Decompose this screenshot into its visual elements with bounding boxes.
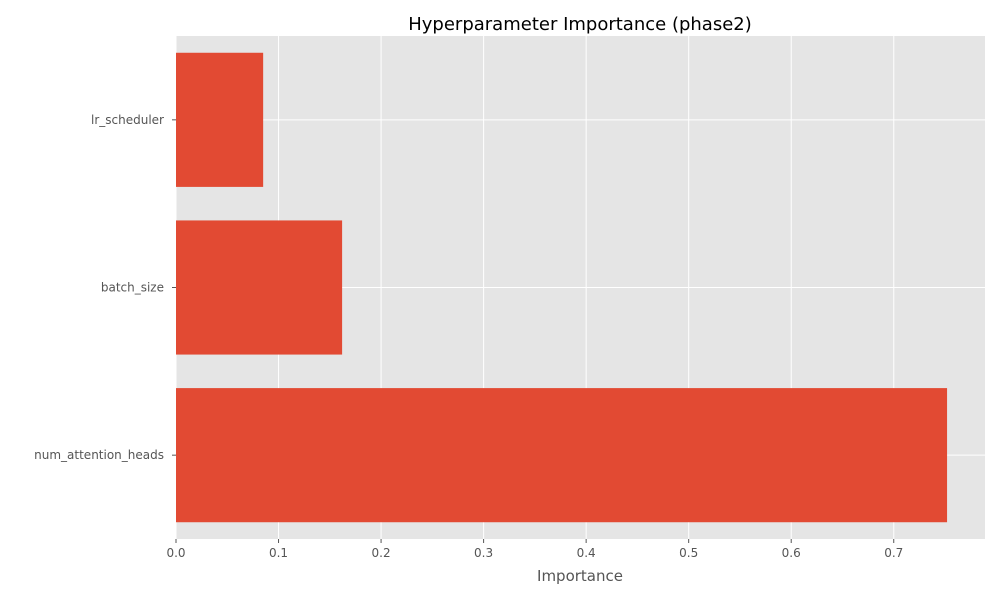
x-tick-label: 0.1 bbox=[269, 546, 288, 560]
x-tick-label: 0.7 bbox=[884, 546, 903, 560]
y-tick-label: lr_scheduler bbox=[91, 113, 164, 127]
x-tick-label: 0.5 bbox=[679, 546, 698, 560]
x-tick-label: 0.4 bbox=[577, 546, 596, 560]
x-tick-label: 0.6 bbox=[782, 546, 801, 560]
x-axis-label: Importance bbox=[537, 567, 623, 585]
x-tick-label: 0.3 bbox=[474, 546, 493, 560]
y-tick-label: batch_size bbox=[101, 281, 164, 295]
x-tick-label: 0.2 bbox=[372, 546, 391, 560]
chart-title: Hyperparameter Importance (phase2) bbox=[408, 14, 752, 35]
bar-lr-scheduler bbox=[176, 52, 264, 187]
y-axis-ticks: lr_scheduler batch_size num_attention_head… bbox=[34, 113, 176, 462]
bar-batch-size bbox=[176, 220, 343, 355]
bar-num-attention-heads bbox=[176, 388, 948, 523]
x-axis-ticks: 0.0 0.1 0.2 0.3 0.4 0.5 0.6 0.7 bbox=[166, 539, 903, 560]
bars bbox=[176, 52, 948, 523]
y-tick-label: num_attention_heads bbox=[34, 448, 164, 462]
x-tick-label: 0.0 bbox=[166, 546, 185, 560]
